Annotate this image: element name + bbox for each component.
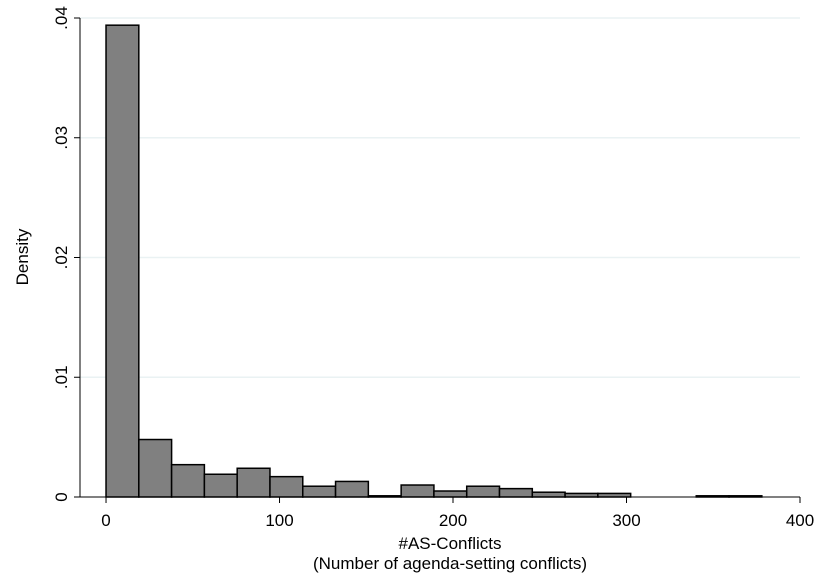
x-tick-label-2: 200 [439,511,467,530]
bar-2 [170,463,206,498]
x-tick-label-3: 300 [612,511,640,530]
bar-3 [203,473,238,498]
x-tick-label-1: 100 [265,511,293,530]
bar-15 [597,492,632,498]
bar-11 [465,485,501,498]
bar-12 [498,487,534,498]
grid-lines [80,17,800,378]
y-axis-title: Density [13,228,32,285]
bar-0 [105,24,140,498]
bars [105,24,763,498]
bar-9 [400,484,435,498]
bar-13 [531,491,566,498]
y-tick-label-4: .04 [52,6,71,30]
y-tick-label-3: .03 [52,126,71,150]
bar-14 [564,492,599,498]
y-tick-label-1: .01 [52,365,71,389]
bar-1 [138,438,173,498]
x-tick-label-4: 400 [786,511,814,530]
y-tick-label-0: 0 [52,492,71,501]
y-tick-label-2: .02 [52,246,71,270]
bar-7 [334,480,370,498]
x-axis-title: #AS-Conflicts [399,534,502,553]
x-axis-subtitle: (Number of agenda-setting conflicts) [313,554,587,573]
bar-5 [269,475,304,498]
bar-4 [236,467,271,498]
x-ticks: 0 100 200 300 400 [101,497,814,530]
x-tick-label-0: 0 [101,511,110,530]
bar-6 [302,485,337,498]
y-ticks: 0 .01 .02 .03 .04 [52,6,80,502]
bar-10 [433,490,468,498]
